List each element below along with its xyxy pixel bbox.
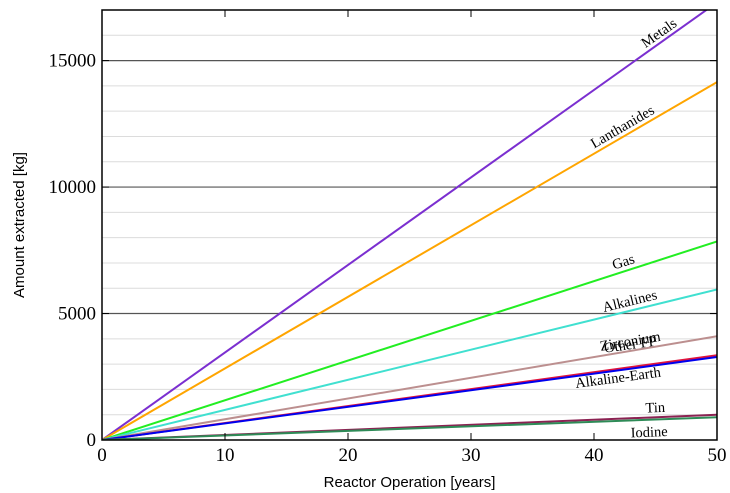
x-tick-label: 0 — [97, 445, 107, 466]
series-labels: MetalsLanthanidesGasAlkalinesZirconiumOt… — [574, 15, 680, 441]
series-line-gas — [102, 240, 717, 440]
y-tick-label: 15000 — [49, 51, 97, 72]
series-label-lanthanides: Lanthanides — [588, 102, 658, 152]
series-label-gas: Gas — [610, 251, 637, 273]
x-tick-label: 20 — [339, 445, 358, 466]
y-tick-label: 5000 — [58, 304, 96, 325]
grid-lines — [102, 34, 717, 416]
y-tick-label: 0 — [87, 430, 97, 451]
series-line-iodine — [102, 416, 717, 440]
series-line-lanthanides — [102, 81, 717, 440]
y-axis-label: Amount extracted [kg] — [11, 152, 28, 298]
x-tick-label: 40 — [585, 445, 604, 466]
y-tick-label: 10000 — [49, 177, 97, 198]
x-axis-label: Reactor Operation [years] — [324, 474, 496, 491]
x-tick-label: 10 — [216, 445, 235, 466]
series-label-other-fp: Other FP — [603, 334, 657, 357]
series-line-alkaline-earth — [102, 356, 717, 440]
series-line-alkalines — [102, 288, 717, 440]
series-lines — [102, 10, 717, 440]
series-line-metals — [102, 10, 709, 440]
x-tick-label: 50 — [708, 445, 727, 466]
x-tick-label: 30 — [462, 445, 481, 466]
series-label-tin: Tin — [645, 400, 666, 417]
plot-frame — [101, 9, 718, 441]
series-line-zirconium — [102, 335, 717, 440]
series-label-iodine: Iodine — [630, 424, 668, 441]
axis-ticks: 0 10 20 30 40 50 0 5000 10000 15000 — [49, 10, 727, 466]
